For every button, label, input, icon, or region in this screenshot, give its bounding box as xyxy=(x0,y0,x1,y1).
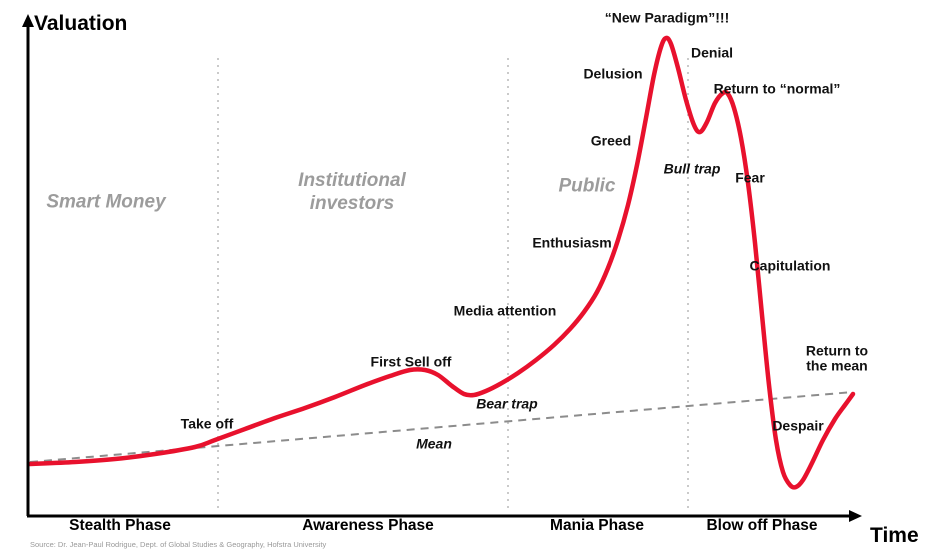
mean-line-label: Mean xyxy=(416,435,452,452)
annotation-fear: Fear xyxy=(735,169,765,186)
source-note: Source: Dr. Jean-Paul Rodrigue, Dept. of… xyxy=(30,540,327,549)
phase-label-stealth-phase: Stealth Phase xyxy=(69,517,171,534)
annotation-despair: Despair xyxy=(772,417,824,434)
annotation-return-to-the-mean: Return to the mean xyxy=(805,342,869,374)
phase-label-blow-off-phase: Blow off Phase xyxy=(706,517,818,534)
phase-label-awareness-phase: Awareness Phase xyxy=(302,517,434,534)
annotation-denial: Denial xyxy=(690,44,734,61)
group-label-public: Public xyxy=(558,175,616,197)
annotation-return-to-normal: Return to “normal” xyxy=(713,80,841,97)
annotation-greed: Greed xyxy=(590,132,632,149)
x-axis-label: Time xyxy=(870,524,919,547)
y-axis-label: Valuation xyxy=(34,12,128,35)
group-label-institutional-investors: Institutional investors xyxy=(298,170,406,214)
bubble-valuation-curve xyxy=(27,35,856,490)
mean-dashed-line xyxy=(29,391,854,463)
phase-label-mania-phase: Mania Phase xyxy=(550,517,644,534)
group-label-smart-money: Smart Money xyxy=(46,191,166,213)
annotation-media-attention: Media attention xyxy=(453,302,557,319)
x-axis-arrow xyxy=(849,510,862,522)
annotation-take-off: Take off xyxy=(180,415,234,432)
y-axis-arrow xyxy=(22,14,34,27)
annotation-capitulation: Capitulation xyxy=(749,257,831,274)
annotation-enthusiasm: Enthusiasm xyxy=(532,234,612,251)
annotation-delusion: Delusion xyxy=(583,65,643,82)
annotation-first-sell-off: First Sell off xyxy=(370,353,452,370)
annotation-bear-trap: Bear trap xyxy=(476,395,538,412)
annotation-bull-trap: Bull trap xyxy=(663,160,721,177)
annotation-new-paradigm: “New Paradigm”!!! xyxy=(604,9,730,26)
